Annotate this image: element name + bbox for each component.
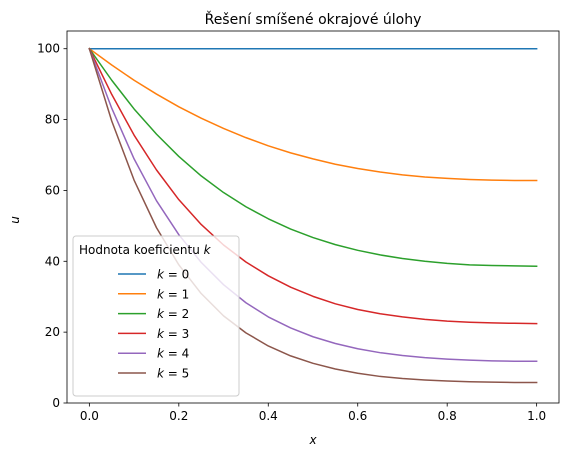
series-line-1 (88, 47, 538, 182)
series-line-4 (88, 47, 538, 362)
y-tick-label: 80 (45, 113, 60, 127)
x-tick-label: 1.0 (527, 409, 546, 423)
y-tick-label: 0 (52, 396, 60, 410)
plot-frame (66, 30, 560, 404)
y-tick-label: 20 (45, 325, 60, 339)
series-line-2 (88, 47, 538, 268)
legend-label-5: k = 5 (157, 367, 189, 381)
legend-label-3: k = 3 (157, 327, 189, 341)
legend-box (72, 235, 240, 397)
y-tick-label: 60 (45, 183, 60, 197)
x-tick-label: 0.0 (80, 409, 99, 423)
legend-label-1: k = 1 (157, 287, 189, 301)
axis-ticks: 0.0 0.2 0.4 0.6 0.8 1.0 0 20 40 60 80 100 (37, 42, 546, 423)
y-tick-label: 40 (45, 254, 60, 268)
legend-label-2: k = 2 (157, 307, 189, 321)
legend-label-0: k = 0 (157, 268, 189, 282)
x-tick-label: 0.4 (259, 409, 278, 423)
x-axis-label: x (308, 433, 317, 447)
x-tick-label: 0.6 (348, 409, 367, 423)
plot-area (88, 47, 538, 384)
x-tick-label: 0.2 (169, 409, 188, 423)
chart-title: Řešení smíšené okrajové úlohy (205, 11, 422, 28)
y-tick-label: 100 (37, 42, 60, 56)
legend-title: Hodnota koeficientu k (79, 243, 212, 257)
x-tick-label: 0.8 (438, 409, 457, 423)
series-line-3 (88, 47, 538, 325)
legend: Hodnota koeficientu k k = 0 k = 1 k = 2 k = … (72, 235, 240, 397)
legend-label-4: k = 4 (157, 347, 189, 361)
y-axis-label: u (8, 216, 22, 224)
